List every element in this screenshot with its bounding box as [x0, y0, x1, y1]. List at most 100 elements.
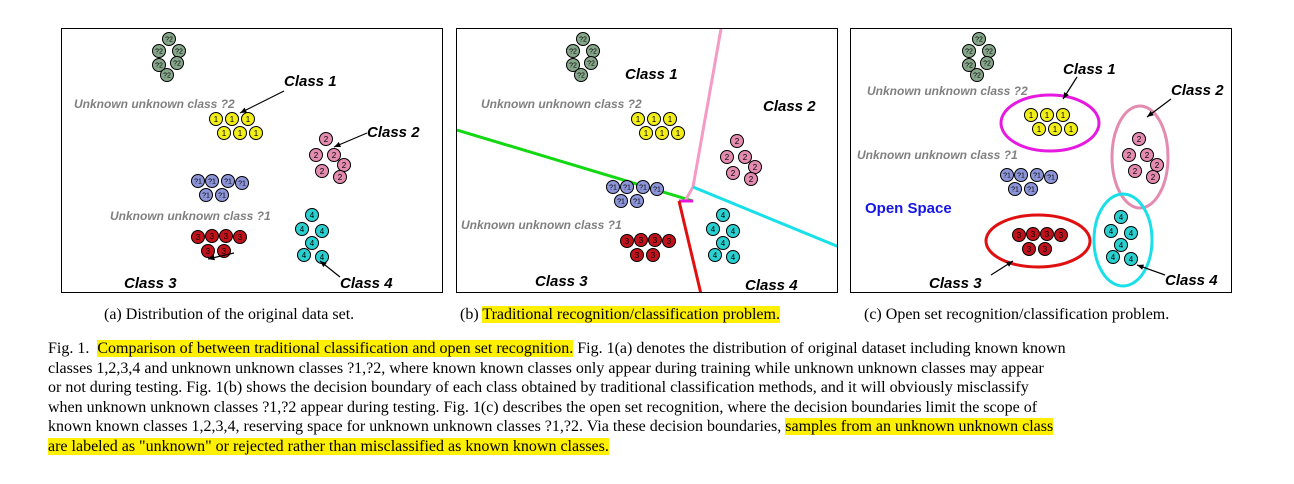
label-class-2: Class 2 — [763, 98, 816, 115]
arrow-class-1 — [239, 90, 285, 114]
unk2-point-label: ?2 — [569, 48, 577, 55]
class2-point — [319, 132, 333, 146]
unk2-point-label: ?2 — [569, 62, 577, 69]
unk2-point-label: ?2 — [965, 62, 973, 69]
boundary-class-1 — [999, 93, 1101, 153]
arrow-class-1-head — [1063, 92, 1069, 99]
class3-point-label: 3 — [1031, 230, 1036, 239]
class1-point-label: 1 — [1037, 125, 1042, 134]
class4-point — [708, 248, 722, 262]
class1-point-label: 1 — [254, 129, 259, 138]
boundary-cyan — [692, 185, 837, 248]
class1-point — [209, 112, 223, 126]
class4-point — [295, 222, 309, 236]
unk2-point-label: ?2 — [589, 48, 597, 55]
class1-point-label: 1 — [246, 115, 251, 124]
class2-point-label: 2 — [1133, 167, 1138, 176]
class3-point — [620, 234, 634, 248]
unk1-point-label: ?1 — [1027, 186, 1035, 193]
caption-fig-label: Fig. 1. — [48, 340, 90, 357]
class2-point — [333, 170, 347, 184]
class3-point-label: 3 — [625, 237, 630, 246]
class4-point — [1106, 250, 1120, 264]
unk2-point-label: ?2 — [577, 72, 585, 79]
class1-point — [249, 126, 263, 140]
unk2-point-label: ?2 — [173, 60, 181, 67]
class2-point-label: 2 — [314, 151, 319, 160]
unk1-point — [1030, 168, 1044, 182]
unk2-point — [574, 68, 588, 82]
class3-point-label: 3 — [206, 247, 211, 256]
unk2-point-label: ?2 — [983, 60, 991, 67]
class3-point-label: 3 — [238, 233, 243, 242]
boundary-pink — [683, 29, 723, 202]
label-class-2: Class 2 — [367, 124, 420, 141]
class1-point-label: 1 — [668, 115, 673, 124]
caption-highlight-2b: are labeled as "unknown" or rejected rat… — [48, 437, 609, 455]
arrow-class-4-head — [320, 261, 327, 268]
unk1-point-label: ?1 — [208, 178, 216, 185]
class3-point — [646, 248, 660, 262]
unk2-point-label: ?2 — [163, 72, 171, 79]
unk1-point — [620, 180, 634, 194]
class3-point — [634, 233, 648, 247]
class4-point-label: 4 — [320, 253, 325, 262]
class1-point-label: 1 — [1053, 125, 1058, 134]
class3-point-label: 3 — [224, 232, 229, 241]
class2-point-label: 2 — [1137, 135, 1142, 144]
subcaption-b-highlight: Traditional recognition/classification p… — [482, 306, 780, 323]
class4-point-label: 4 — [711, 225, 716, 234]
subcaption-b: (b) Traditional recognition/classificati… — [460, 306, 780, 324]
class1-point — [1064, 122, 1078, 136]
unk1-point-label: ?1 — [653, 186, 661, 193]
class1-point — [241, 112, 255, 126]
label-unknown-class-1: Unknown unknown class ?1 — [461, 218, 622, 232]
class1-point — [1048, 122, 1062, 136]
unk1-point-label: ?1 — [617, 198, 625, 205]
class3-point — [191, 230, 205, 244]
unk1-point — [199, 188, 213, 202]
boundary-class-4 — [1092, 192, 1154, 288]
unk2-point — [576, 32, 590, 46]
label-unknown-class-2: Unknown unknown class ?2 — [481, 97, 642, 111]
class2-point — [309, 148, 323, 162]
unk1-point — [636, 180, 650, 194]
class3-point — [1054, 228, 1068, 242]
label-class-3: Class 3 — [535, 273, 588, 290]
class1-point-label: 1 — [214, 115, 219, 124]
unk2-point — [972, 32, 986, 46]
unk1-point-label: ?1 — [194, 178, 202, 185]
class2-point-label: 2 — [753, 163, 758, 172]
class1-point-label: 1 — [1069, 125, 1074, 134]
class3-point — [1022, 242, 1036, 256]
class3-point-label: 3 — [222, 247, 227, 256]
class4-point-label: 4 — [1119, 213, 1124, 222]
caption-line-5: known known classes 1,2,3,4, reserving s… — [48, 417, 1248, 437]
panel-a-original-distribution: ?2 ?2 ?2 ?2 ?2 ?2 1 1 1 1 1 1 2 2 2 2 2 2 ?1 ?1 ?1 ?1 ?1 ?1 3 3 3 3… — [61, 28, 443, 293]
class2-point-label: 2 — [332, 151, 337, 160]
class2-point — [315, 164, 329, 178]
caption-line-1-rest: Fig. 1(a) denotes the distribution of or… — [577, 340, 1066, 357]
unk1-point-label: ?1 — [218, 192, 226, 199]
class3-point-label: 3 — [639, 236, 644, 245]
unk1-point-label: ?1 — [639, 184, 647, 191]
caption-line-3: or not during testing. Fig. 1(b) shows t… — [48, 379, 1029, 396]
class2-point-label: 2 — [342, 161, 347, 170]
class3-point — [233, 230, 247, 244]
label-unknown-class-1: Unknown unknown class ?1 — [857, 148, 1018, 162]
unk1-point — [614, 194, 628, 208]
unk1-point — [221, 174, 235, 188]
class2-point-label: 2 — [1155, 161, 1160, 170]
class2-point-label: 2 — [324, 135, 329, 144]
unk2-point — [970, 68, 984, 82]
unk1-point — [1014, 168, 1028, 182]
class2-point-label: 2 — [338, 173, 343, 182]
unk1-point — [191, 174, 205, 188]
class1-point-label: 1 — [238, 129, 243, 138]
label-class-2: Class 2 — [1171, 82, 1224, 99]
unk2-point — [962, 44, 976, 58]
figure-caption: Fig. 1. Comparison of between traditiona… — [48, 339, 1248, 456]
class3-point — [219, 229, 233, 243]
class1-point — [671, 126, 685, 140]
